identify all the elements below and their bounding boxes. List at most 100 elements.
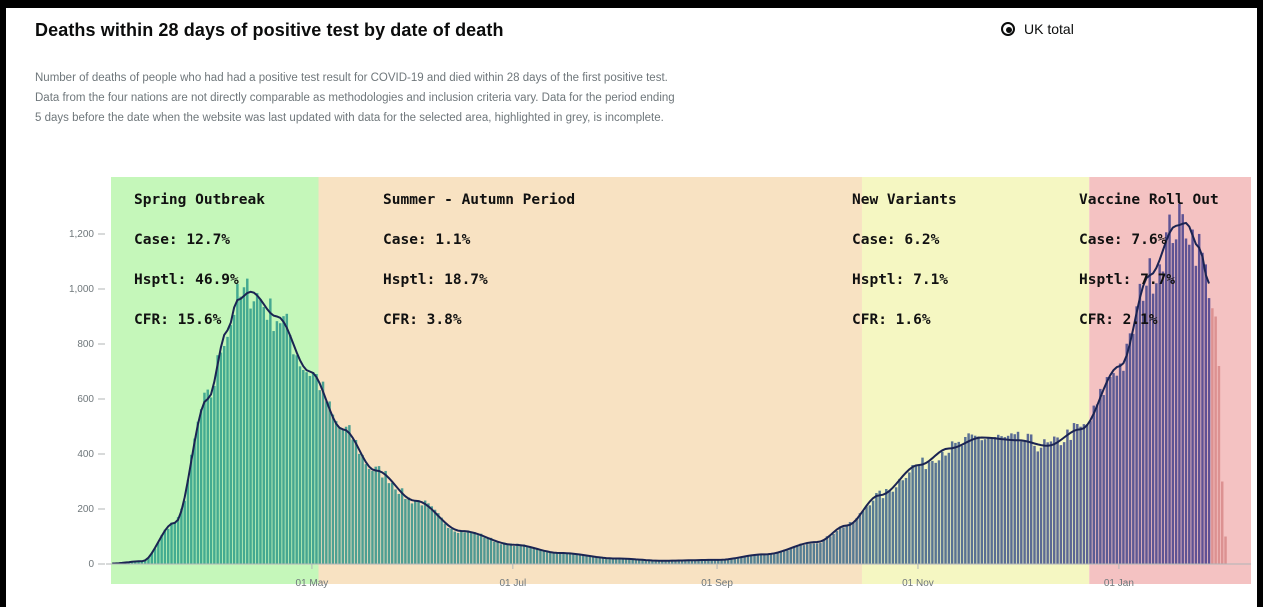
daily-bar: [199, 409, 203, 564]
daily-bar: [582, 555, 585, 564]
daily-bar: [1184, 238, 1188, 565]
daily-bar: [871, 500, 875, 564]
daily-bar: [993, 437, 997, 564]
daily-bar: [1132, 333, 1135, 564]
daily-bar: [516, 543, 519, 564]
daily-bar: [855, 518, 858, 564]
daily-bar: [786, 550, 789, 564]
daily-bar: [384, 470, 387, 564]
daily-bar: [766, 553, 769, 564]
daily-bar: [661, 560, 664, 564]
daily-bar: [911, 465, 914, 564]
period-hsptl-label: Hsptl: 18.7%: [383, 272, 488, 288]
incomplete-bar: [1217, 366, 1221, 564]
daily-bar: [265, 319, 269, 564]
y-tick-label: 400: [77, 449, 94, 460]
daily-bar: [1191, 229, 1194, 564]
daily-bar: [453, 531, 457, 564]
daily-bar: [608, 558, 611, 564]
daily-bar: [1026, 433, 1030, 564]
daily-bar: [130, 561, 134, 564]
daily-bar: [1033, 445, 1036, 564]
daily-bar: [957, 441, 960, 564]
daily-bar: [983, 439, 987, 564]
daily-bar: [315, 374, 318, 564]
daily-bar: [621, 558, 625, 564]
daily-bar: [858, 513, 862, 564]
daily-bar: [654, 560, 657, 564]
daily-bar: [1178, 203, 1181, 564]
daily-bar: [888, 490, 891, 564]
daily-bar: [1010, 433, 1013, 564]
radio-selected-icon[interactable]: [1001, 22, 1015, 36]
uk-total-radio[interactable]: UK total: [1001, 21, 1074, 37]
period-hsptl-label: Hsptl: 7.1%: [852, 272, 948, 288]
daily-bar: [634, 559, 638, 564]
daily-bar: [387, 483, 391, 564]
daily-bar: [193, 438, 196, 564]
daily-bar: [1062, 442, 1066, 564]
daily-bar: [651, 560, 654, 564]
daily-bar: [917, 465, 921, 564]
daily-bar: [338, 427, 341, 564]
daily-bar: [894, 487, 898, 564]
daily-bar: [493, 541, 496, 564]
daily-bar: [901, 480, 904, 564]
daily-bar: [990, 438, 993, 564]
daily-bar: [173, 522, 177, 564]
period-cfr-label: CFR: 15.6%: [134, 312, 222, 328]
daily-bar: [852, 523, 855, 564]
daily-bar: [295, 355, 298, 564]
daily-bar: [371, 470, 374, 564]
daily-bar: [878, 490, 881, 564]
daily-bar: [374, 466, 377, 564]
daily-bar: [532, 548, 536, 564]
period-cfr-label: CFR: 3.8%: [383, 312, 462, 328]
daily-bar: [585, 555, 588, 564]
daily-bar: [598, 557, 601, 564]
daily-bar: [272, 331, 275, 564]
daily-bar: [927, 462, 931, 564]
y-tick-label: 1,200: [69, 229, 94, 240]
period-name-label: Vaccine Roll Out: [1079, 192, 1219, 208]
daily-bar: [822, 539, 825, 564]
daily-bar: [950, 441, 954, 564]
period-case-label: Case: 6.2%: [852, 232, 940, 248]
daily-bar: [908, 472, 911, 564]
daily-bar: [150, 552, 153, 564]
daily-bar: [1082, 424, 1086, 564]
x-tick-label: 01 Jul: [499, 578, 526, 589]
daily-bar: [450, 528, 453, 564]
daily-bar: [539, 550, 542, 564]
daily-bar: [924, 469, 928, 564]
daily-bar: [1079, 426, 1082, 564]
daily-bar: [1122, 370, 1125, 564]
daily-bar: [1112, 373, 1115, 564]
daily-bar: [232, 314, 236, 564]
x-tick-label: 01 Nov: [902, 578, 934, 589]
daily-bar: [601, 557, 605, 564]
daily-bar: [157, 542, 160, 564]
daily-bar: [1006, 435, 1010, 564]
daily-bar: [262, 306, 265, 564]
daily-bar: [190, 454, 193, 564]
daily-bar: [463, 532, 466, 564]
daily-bar: [203, 392, 206, 564]
period-case-label: Case: 1.1%: [383, 232, 471, 248]
daily-bar: [707, 560, 710, 564]
daily-bar: [1056, 437, 1059, 564]
daily-bar: [674, 560, 677, 564]
daily-bar: [229, 325, 233, 564]
daily-bar: [717, 559, 720, 564]
daily-bar: [427, 503, 430, 564]
daily-bar: [1168, 214, 1171, 564]
daily-bar: [1099, 388, 1102, 564]
daily-bar: [614, 558, 618, 564]
daily-bar: [1046, 442, 1049, 564]
period-cfr-label: CFR: 2.1%: [1079, 312, 1158, 328]
daily-bar: [904, 477, 908, 564]
daily-bar: [1036, 451, 1040, 564]
daily-bar: [341, 429, 345, 564]
daily-bar: [947, 452, 951, 564]
daily-bar: [160, 535, 163, 564]
